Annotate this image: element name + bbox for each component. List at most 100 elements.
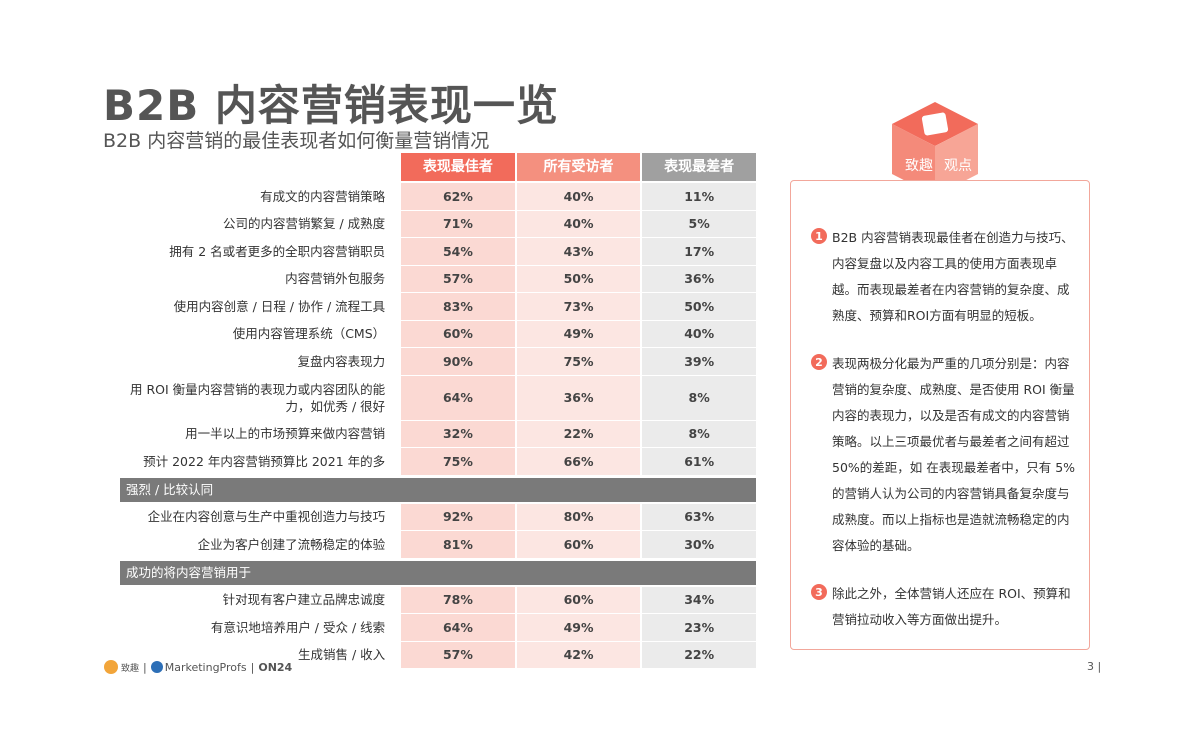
value-worst: 34% <box>642 586 756 613</box>
value-worst: 22% <box>642 641 756 668</box>
row-label: 使用内容创意 / 日程 / 协作 / 流程工具 <box>173 298 386 314</box>
row-label: 企业在内容创意与生产中重视创造力与技巧 <box>147 509 386 525</box>
value-worst: 8% <box>642 375 756 420</box>
value-best: 71% <box>401 210 515 237</box>
insight-panel: 1 B2B 内容营销表现最佳者在创造力与技巧、内容复盘以及内容工具的使用方面表现卓… <box>790 180 1090 650</box>
number-badge-icon: 2 <box>811 354 827 370</box>
value-all: 50% <box>516 265 641 292</box>
value-all: 73% <box>516 293 641 320</box>
value-best: 75% <box>401 448 515 475</box>
number-badge-icon: 3 <box>811 584 827 600</box>
value-worst: 17% <box>642 238 756 265</box>
page-number-text: 3 <box>1087 660 1094 673</box>
row-label: 拥有 2 名或者更多的全职内容营销职员 <box>169 243 386 259</box>
value-all: 66% <box>516 448 641 475</box>
row-label: 用一半以上的市场预算来做内容营销 <box>185 426 386 442</box>
page-subtitle: B2B 内容营销的最佳表现者如何衡量营销情况 <box>103 130 490 152</box>
table-row: 企业为客户创建了流畅稳定的体验 81% 60% 30% <box>120 531 756 559</box>
value-best: 78% <box>401 586 515 613</box>
value-all: 60% <box>516 531 641 558</box>
value-best: 32% <box>401 420 515 447</box>
row-label: 企业为客户创建了流畅稳定的体验 <box>197 536 386 552</box>
value-all: 40% <box>516 210 641 237</box>
table-row: 针对现有客户建立品牌忠诚度 78% 60% 34% <box>120 586 756 614</box>
logo-marketingprofs: MarketingProfs <box>164 660 247 674</box>
header-worst: 表现最差者 <box>642 153 756 181</box>
number-badge-icon: 1 <box>811 228 827 244</box>
value-all: 75% <box>516 348 641 375</box>
comparison-table: 表现最佳者 所有受访者 表现最差者 有成文的内容营销策略 62% 40% 11% 公司的… <box>120 153 756 669</box>
value-all: 42% <box>516 641 641 668</box>
table-row: 复盘内容表现力 90% 75% 39% <box>120 348 756 376</box>
table-header: 表现最佳者 所有受访者 表现最差者 <box>120 153 756 181</box>
insight-paragraph: 3 除此之外，全体营销人还应在 ROI、预算和营销拉动收入等方面做出提升。 <box>811 581 1077 633</box>
value-all: 22% <box>516 420 641 447</box>
table-row: 有成文的内容营销策略 62% 40% 11% <box>120 183 756 211</box>
value-worst: 11% <box>642 183 756 210</box>
insight-text: B2B 内容营销表现最佳者在创造力与技巧、内容复盘以及内容工具的使用方面表现卓越… <box>832 230 1074 323</box>
value-all: 49% <box>516 614 641 641</box>
value-best: 81% <box>401 531 515 558</box>
row-label: 有成文的内容营销策略 <box>260 188 386 204</box>
footer-logos: 致趣 | MarketingProfs | ON24 <box>104 660 292 674</box>
value-best: 54% <box>401 238 515 265</box>
insight-paragraph: 1 B2B 内容营销表现最佳者在创造力与技巧、内容复盘以及内容工具的使用方面表现卓… <box>811 225 1077 329</box>
row-label: 用 ROI 衡量内容营销的表现力或内容团队的能力，如优秀 / 很好 <box>129 381 386 414</box>
table-row: 预计 2022 年内容营销预算比 2021 年的多 75% 66% 61% <box>120 448 756 476</box>
row-label: 针对现有客户建立品牌忠诚度 <box>222 592 386 608</box>
page-number: 3 | <box>1087 660 1102 673</box>
value-all: 49% <box>516 320 641 347</box>
insight-paragraph: 2 表现两极分化最为严重的几项分别是：内容营销的复杂度、成熟度、是否使用 ROI … <box>811 351 1077 559</box>
value-best: 83% <box>401 293 515 320</box>
table-row: 拥有 2 名或者更多的全职内容营销职员 54% 43% 17% <box>120 238 756 266</box>
page-title: B2B 内容营销表现一览 <box>103 81 559 130</box>
value-best: 57% <box>401 265 515 292</box>
logo-zhiqu-text: 致趣 <box>121 663 140 674</box>
table-row: 用一半以上的市场预算来做内容营销 32% 22% 8% <box>120 420 756 448</box>
row-label: 生成销售 / 收入 <box>297 647 386 663</box>
logo-on24: ON24 <box>258 660 293 674</box>
table-row: 公司的内容营销繁复 / 成熟度 71% 40% 5% <box>120 210 756 238</box>
value-worst: 8% <box>642 420 756 447</box>
value-best: 64% <box>401 614 515 641</box>
value-worst: 5% <box>642 210 756 237</box>
value-all: 80% <box>516 503 641 530</box>
row-label: 内容营销外包服务 <box>285 271 386 287</box>
table-row: 生成销售 / 收入 57% 42% 22% <box>120 641 756 669</box>
value-best: 57% <box>401 641 515 668</box>
insight-text: 表现两极分化最为严重的几项分别是：内容营销的复杂度、成熟度、是否使用 ROI 衡… <box>832 356 1076 553</box>
header-all: 所有受访者 <box>516 153 641 181</box>
cube-text-1: 致趣 <box>905 158 933 174</box>
value-best: 64% <box>401 375 515 420</box>
value-worst: 40% <box>642 320 756 347</box>
value-all: 36% <box>516 375 641 420</box>
value-worst: 63% <box>642 503 756 530</box>
header-best: 表现最佳者 <box>401 153 515 181</box>
value-best: 62% <box>401 183 515 210</box>
row-label: 预计 2022 年内容营销预算比 2021 年的多 <box>143 453 386 469</box>
row-label: 有意识地培养用户 / 受众 / 线索 <box>210 619 386 635</box>
table-row: 用 ROI 衡量内容营销的表现力或内容团队的能力，如优秀 / 很好 64% 36% 8… <box>120 375 756 421</box>
value-best: 92% <box>401 503 515 530</box>
table-row: 使用内容创意 / 日程 / 协作 / 流程工具 83% 73% 50% <box>120 293 756 321</box>
value-worst: 50% <box>642 293 756 320</box>
table-row: 内容营销外包服务 57% 50% 36% <box>120 265 756 293</box>
insight-text: 除此之外，全体营销人还应在 ROI、预算和营销拉动收入等方面做出提升。 <box>832 586 1071 627</box>
value-worst: 23% <box>642 614 756 641</box>
row-label: 公司的内容营销繁复 / 成熟度 <box>222 216 386 232</box>
row-label: 复盘内容表现力 <box>297 353 386 369</box>
table-row: 企业在内容创意与生产中重视创造力与技巧 92% 80% 63% <box>120 503 756 531</box>
value-worst: 30% <box>642 531 756 558</box>
zhiqu-logo-icon <box>104 660 118 674</box>
value-all: 40% <box>516 183 641 210</box>
value-best: 90% <box>401 348 515 375</box>
marketingprofs-logo-icon <box>150 661 163 673</box>
value-best: 60% <box>401 320 515 347</box>
value-all: 43% <box>516 238 641 265</box>
value-worst: 36% <box>642 265 756 292</box>
cube-text-2: 观点 <box>944 158 972 174</box>
table-row: 使用内容管理系统（CMS） 60% 49% 40% <box>120 320 756 348</box>
value-all: 60% <box>516 586 641 613</box>
section-success: 成功的将内容营销用于 <box>120 560 756 585</box>
table-row: 有意识地培养用户 / 受众 / 线索 64% 49% 23% <box>120 614 756 642</box>
